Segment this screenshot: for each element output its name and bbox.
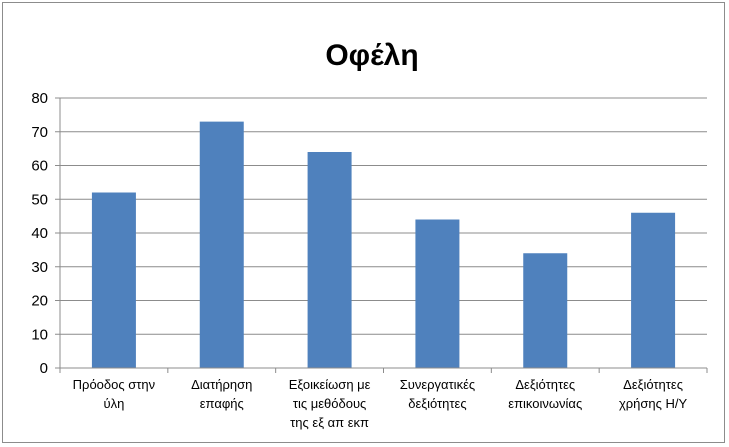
y-tick-label: 0	[40, 360, 48, 377]
category-label-line: τις μεθόδους	[293, 396, 367, 411]
y-tick-label: 40	[31, 225, 48, 242]
axes	[55, 97, 708, 373]
category-label-line: ύλη	[103, 396, 124, 411]
category-label-line: επαφής	[200, 396, 244, 411]
category-label-line: Πρόοδος στην	[73, 377, 155, 392]
y-tick-label: 80	[31, 90, 48, 107]
category-label-line: Συνεργατικές	[400, 377, 475, 392]
category-label: Δεξιότητες χρήσης Η/Υ	[619, 377, 688, 411]
chart-title: Οφέλη	[325, 39, 418, 72]
category-labels: Πρόοδος στην ύλη Διατήρηση επαφής Εξοικείωση…	[73, 377, 688, 430]
category-label-line: χρήσης Η/Υ	[619, 396, 688, 411]
category-label: Εξοικείωση με τις μεθόδους της εξ απ εκπ	[289, 377, 371, 430]
category-label: Δεξιότητες επικοινωνίας	[508, 377, 582, 411]
bar	[307, 152, 352, 368]
bar	[631, 212, 676, 368]
category-label: Πρόοδος στην ύλη	[73, 377, 155, 411]
bar	[91, 192, 136, 368]
bar	[523, 253, 568, 368]
bar	[199, 121, 244, 368]
y-tick-label: 60	[31, 158, 48, 175]
category-label-line: δεξιότητες	[408, 396, 466, 411]
category-label-line: επικοινωνίας	[508, 396, 582, 411]
bars	[91, 121, 676, 368]
bar	[415, 219, 460, 368]
gridlines	[60, 97, 707, 335]
category-label-line: Διατήρηση	[191, 377, 252, 392]
y-tick-label: 10	[31, 326, 48, 343]
category-label-line: της εξ απ εκπ	[290, 415, 369, 430]
category-label: Συνεργατικές δεξιότητες	[400, 377, 475, 411]
category-label-line: Δεξιότητες	[623, 377, 683, 392]
y-tick-labels: 0 10 20 30 40 50 60 70 80	[31, 90, 48, 377]
y-tick-label: 70	[31, 124, 48, 141]
category-label-line: Εξοικείωση με	[289, 377, 371, 392]
category-label-line: Δεξιότητες	[515, 377, 575, 392]
category-label: Διατήρηση επαφής	[191, 377, 252, 411]
y-tick-label: 20	[31, 293, 48, 310]
y-tick-label: 30	[31, 259, 48, 276]
y-tick-label: 50	[31, 191, 48, 208]
